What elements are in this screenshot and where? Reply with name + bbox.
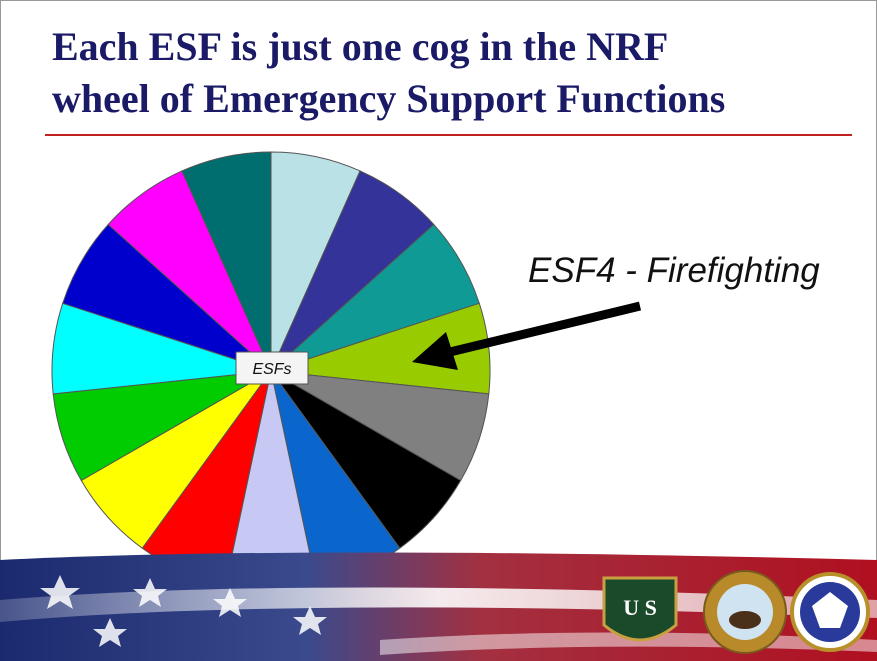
svg-text:U S: U S [623, 595, 657, 620]
seal [792, 574, 868, 650]
page: {"header": {"title_lines": ["Each ESF is… [0, 0, 877, 661]
slide: Each ESF is just one cog in the NRF whee… [0, 0, 877, 661]
seal: U S [604, 578, 676, 640]
banner: U S [0, 553, 877, 661]
center-label: ESFs [252, 361, 291, 378]
annotation: ESF4 - Firefighting [528, 251, 820, 290]
title-line: wheel of Emergency Support Functions [52, 76, 725, 121]
seal [704, 571, 786, 653]
title-line: Each ESF is just one cog in the NRF [52, 24, 668, 69]
